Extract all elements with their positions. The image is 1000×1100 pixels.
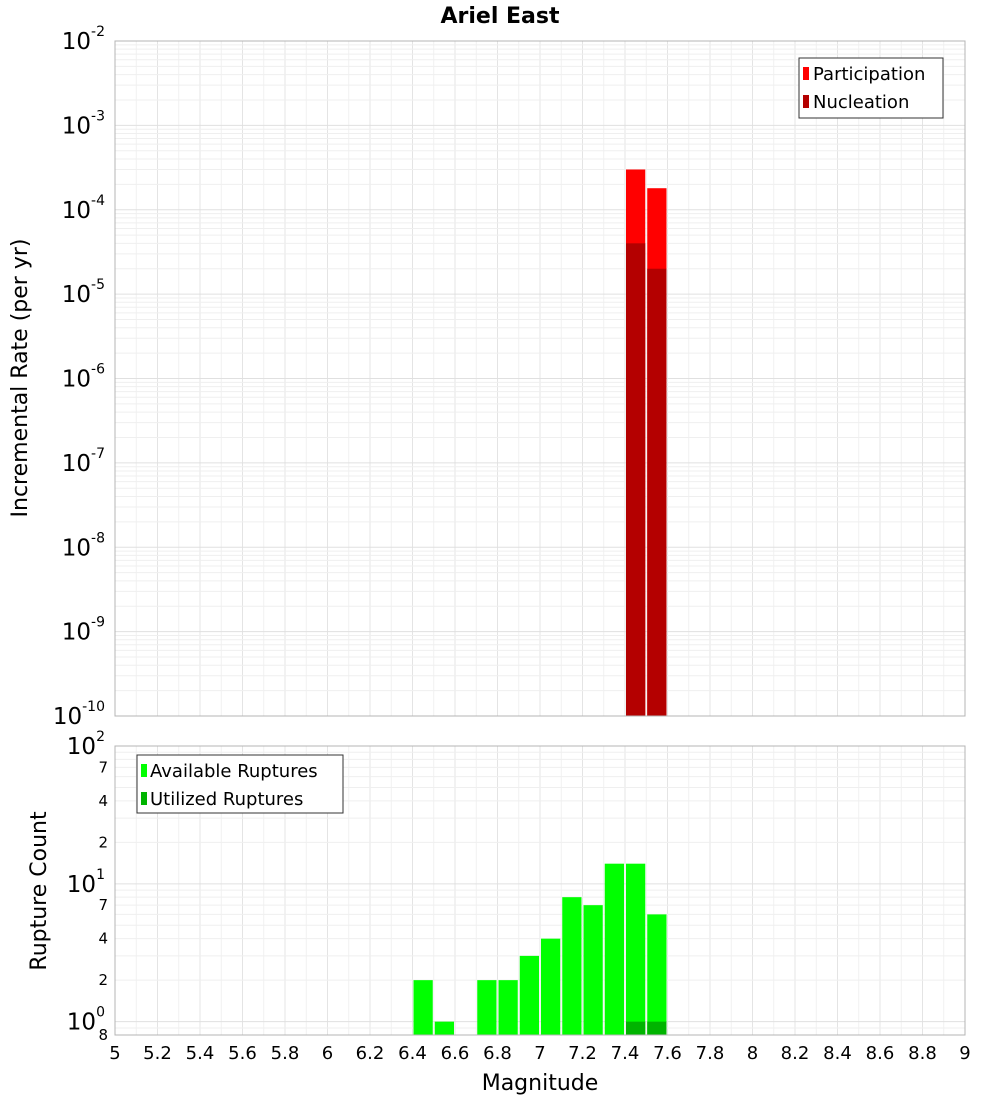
rate-y-tick-label: 10-7 <box>62 446 105 477</box>
x-tick-label: 6.6 <box>441 1043 470 1064</box>
rate-y-axis-label: Incremental Rate (per yr) <box>8 239 33 518</box>
count-legend: Available Ruptures Utilized Ruptures <box>136 754 344 814</box>
nucleation-bar <box>647 268 667 716</box>
available-ruptures-bar <box>647 914 667 1035</box>
x-tick-label: 8.2 <box>781 1043 810 1064</box>
x-tick-label: 5 <box>109 1043 120 1064</box>
x-tick-label: 9 <box>959 1043 970 1064</box>
rate-grid <box>114 40 966 717</box>
available-ruptures-bar <box>519 955 539 1035</box>
count-y-minor-tick-label: 2 <box>98 971 108 989</box>
available-ruptures-bar <box>498 980 518 1035</box>
rate-plot: 10-2 10-3 10-4 10-5 10-6 10-7 10-8 10-9 10-10 In… <box>8 24 966 730</box>
x-tick-label: 7.2 <box>568 1043 597 1064</box>
available-ruptures-bar <box>562 897 582 1035</box>
count-plot: 102 101 100 7 4 2 7 4 2 8 Rupture Count Available… <box>27 729 966 1044</box>
x-tick-label: 8 <box>747 1043 758 1064</box>
count-y-minor-tick-label: 4 <box>98 930 108 948</box>
x-tick-label: 8.8 <box>908 1043 937 1064</box>
x-tick-label: 5.4 <box>186 1043 215 1064</box>
participation-legend-swatch <box>803 67 809 80</box>
x-tick-label: 7.8 <box>696 1043 725 1064</box>
count-y-minor-tick-label: 2 <box>98 833 108 851</box>
x-tick-label: 8.6 <box>866 1043 895 1064</box>
available-ruptures-bar <box>541 938 561 1035</box>
count-y-minor-tick-label: 8 <box>98 1026 108 1044</box>
count-plot-frame <box>114 745 966 1036</box>
available-ruptures-bar <box>604 863 624 1035</box>
count-y-tick-label: 102 <box>67 729 105 760</box>
x-tick-label: 8.4 <box>823 1043 852 1064</box>
available-ruptures-bar <box>413 980 433 1035</box>
count-bars <box>413 863 667 1035</box>
rate-legend-box <box>798 57 944 119</box>
nucleation-legend-swatch <box>803 95 809 108</box>
x-tick-label: 6.2 <box>356 1043 385 1064</box>
x-tick-label: 7 <box>534 1043 545 1064</box>
rate-y-tick-label: 10-5 <box>62 277 105 308</box>
x-axis-ticks: 5 5.2 5.4 5.6 5.8 6 6.2 6.4 6.6 6.8 7 7.2 7.4 7.6 7.8 8… <box>109 1043 970 1064</box>
count-y-minor-tick-label: 7 <box>98 896 108 914</box>
x-tick-label: 6.8 <box>483 1043 512 1064</box>
available-legend-label: Available Ruptures <box>150 761 318 782</box>
chart-title: Ariel East <box>440 4 560 29</box>
x-tick-label: 5.6 <box>228 1043 257 1064</box>
rate-y-tick-label: 10-10 <box>53 699 105 730</box>
x-tick-label: 6.4 <box>398 1043 427 1064</box>
available-ruptures-bar <box>477 980 497 1035</box>
count-y-minor-tick-label: 4 <box>98 792 108 810</box>
available-legend-swatch <box>141 764 147 777</box>
available-ruptures-bar <box>583 905 603 1035</box>
utilized-legend-label: Utilized Ruptures <box>150 789 303 810</box>
nucleation-bar <box>626 243 646 717</box>
utilized-legend-swatch <box>141 792 147 805</box>
rate-y-tick-label: 10-9 <box>62 615 105 646</box>
available-ruptures-bar <box>434 1021 454 1035</box>
available-ruptures-bar <box>626 863 646 1035</box>
rate-bars <box>626 169 667 717</box>
participation-legend-label: Participation <box>813 64 925 85</box>
x-tick-label: 6 <box>322 1043 333 1064</box>
utilized-ruptures-bar <box>647 1021 667 1035</box>
rate-y-tick-label: 10-6 <box>62 362 105 393</box>
rate-legend: Participation Nucleation <box>798 57 944 119</box>
x-tick-label: 7.4 <box>611 1043 640 1064</box>
rate-y-tick-label: 10-4 <box>62 193 105 224</box>
count-y-tick-label: 101 <box>67 867 105 898</box>
count-legend-box <box>136 754 344 814</box>
x-tick-label: 7.6 <box>653 1043 682 1064</box>
rate-plot-frame <box>114 40 966 717</box>
count-y-ticks: 102 101 100 7 4 2 7 4 2 8 <box>67 729 108 1044</box>
count-y-tick-label: 100 <box>67 1005 105 1036</box>
utilized-ruptures-bar <box>626 1021 646 1035</box>
rate-y-tick-label: 10-3 <box>62 108 105 139</box>
rate-y-tick-label: 10-8 <box>62 530 105 561</box>
count-y-axis-label: Rupture Count <box>27 811 52 971</box>
count-y-minor-tick-label: 7 <box>98 758 108 776</box>
rate-y-tick-label: 10-2 <box>62 24 105 55</box>
rate-y-ticks: 10-2 10-3 10-4 10-5 10-6 10-7 10-8 10-9 10-10 <box>53 24 105 730</box>
x-tick-label: 5.2 <box>143 1043 172 1064</box>
x-axis-label: Magnitude <box>482 1071 599 1096</box>
x-tick-label: 5.8 <box>271 1043 300 1064</box>
nucleation-legend-label: Nucleation <box>813 92 909 113</box>
